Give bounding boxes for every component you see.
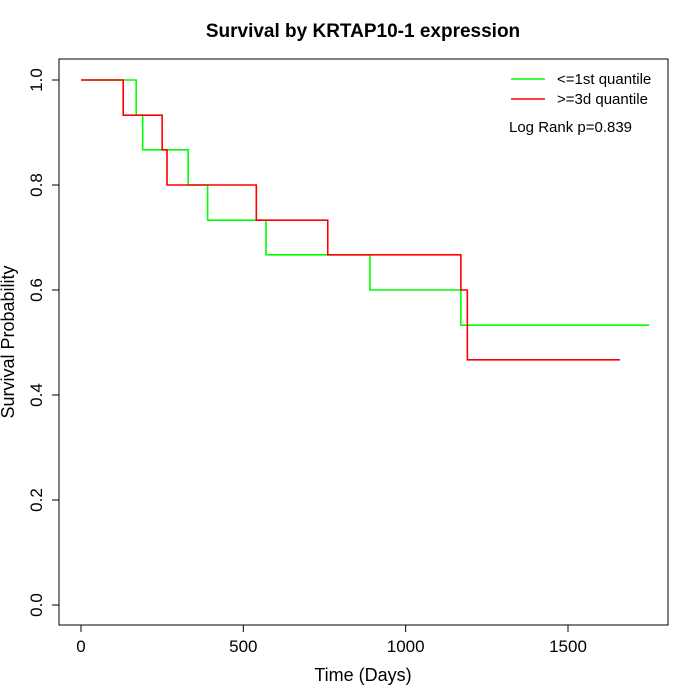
x-tick-label: 1500 [549,637,587,656]
chart-title: Survival by KRTAP10-1 expression [206,21,520,42]
series-line-1 [81,79,620,361]
x-tick-label: 500 [229,637,257,656]
y-tick-label: 0.4 [27,383,46,407]
y-axis: 0.0 0.2 0.4 0.6 0.8 1.0 [27,68,60,617]
series-line-0 [81,79,650,326]
legend: <=1st quantile >=3d quantile [511,71,651,108]
plot-frame [58,58,669,626]
y-axis-label: Survival Probability [0,265,18,418]
y-tick-label: 0.8 [27,173,46,197]
x-axis: 0 500 1000 1500 [76,624,587,656]
y-tick-label: 0.2 [27,488,46,512]
y-tick-label: 1.0 [27,68,46,92]
x-tick-label: 0 [76,637,85,656]
y-tick-label: 0.0 [27,593,46,617]
series-layer [81,79,650,361]
y-tick-label: 0.6 [27,278,46,302]
legend-label-1: >=3d quantile [557,91,648,108]
x-tick-label: 1000 [387,637,425,656]
x-axis-label: Time (Days) [314,665,411,685]
legend-label-0: <=1st quantile [557,71,651,88]
log-rank-annotation: Log Rank p=0.839 [509,119,632,136]
